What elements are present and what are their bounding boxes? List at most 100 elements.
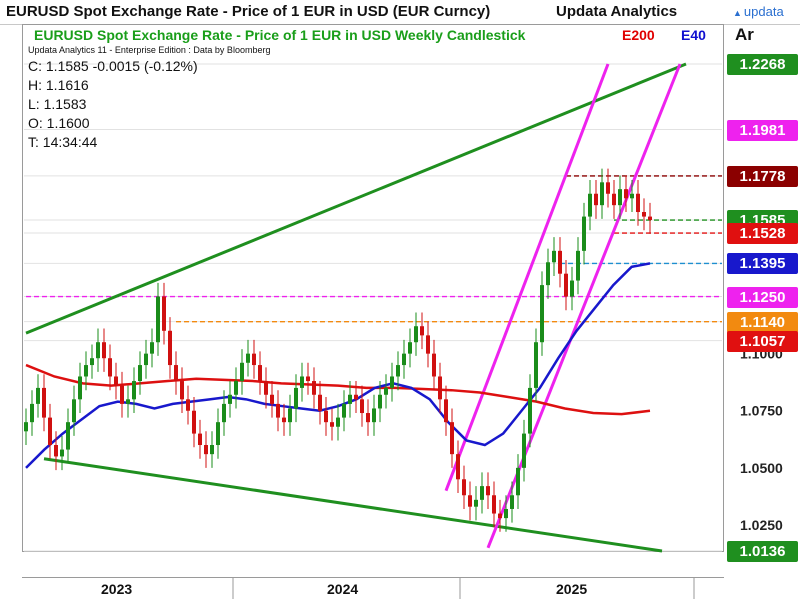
candle-body — [450, 422, 454, 455]
candle-body — [474, 499, 478, 507]
y-tick-label: 1.0250 — [740, 517, 783, 533]
candle-body — [72, 399, 76, 423]
candle-body — [516, 467, 520, 496]
ohlc-time: T: 14:34:44 — [28, 134, 98, 150]
candle-body — [414, 326, 418, 343]
candle-body — [36, 387, 40, 404]
candle-body — [408, 342, 412, 354]
candle-body — [438, 376, 442, 400]
candle-body — [90, 358, 94, 366]
arrow-up-icon: ▲ — [733, 8, 742, 18]
candle-body — [198, 433, 202, 446]
candle-body — [42, 387, 46, 418]
candle-body — [288, 408, 292, 423]
data-source-subtitle: Updata Analytics 11 - Enterprise Edition… — [28, 45, 271, 55]
candle-body — [180, 381, 184, 400]
candle-body — [258, 365, 262, 382]
legend-e200: E200 — [622, 27, 655, 43]
candle-body — [402, 353, 406, 366]
candle-body — [348, 394, 352, 404]
candle-body — [336, 417, 340, 427]
candle-body — [456, 454, 460, 480]
ohlc-open: O: 1.1600 — [28, 115, 90, 131]
candle-body — [534, 342, 538, 388]
candle-body — [246, 353, 250, 363]
candle-body — [564, 273, 568, 297]
legend-e40: E40 — [681, 27, 706, 43]
candle-body — [480, 486, 484, 500]
candle-body — [54, 445, 58, 457]
candle-body — [282, 417, 286, 423]
candle-body — [114, 376, 118, 386]
candle-body — [276, 403, 280, 418]
candle-body — [618, 189, 622, 206]
x-tick-label: 2023 — [101, 581, 133, 597]
price-tag: 1.1528 — [727, 223, 798, 245]
candle-body — [342, 403, 346, 418]
candle-body — [162, 296, 166, 331]
candle-body — [372, 408, 376, 423]
candle-body — [558, 250, 562, 274]
candle-body — [324, 410, 328, 423]
candle-body — [366, 413, 370, 423]
candle-body — [504, 508, 508, 519]
candle-body — [612, 193, 616, 206]
candle-body — [354, 394, 358, 400]
candle-body — [156, 296, 160, 343]
candle-body — [432, 353, 436, 377]
candle-body — [642, 212, 646, 217]
candle-body — [420, 326, 424, 336]
y-tick-label: 1.0750 — [740, 403, 783, 419]
candle-body — [66, 422, 70, 450]
candle-body — [594, 193, 598, 206]
candle-body — [426, 335, 430, 354]
candle-body — [264, 381, 268, 395]
candle-body — [126, 399, 130, 404]
candle-body — [600, 182, 604, 206]
candle-body — [84, 365, 88, 377]
candle-body — [168, 330, 172, 366]
candle-body — [378, 394, 382, 409]
candle-body — [120, 385, 124, 404]
candle-body — [192, 410, 196, 434]
candle-body — [606, 182, 610, 194]
candle-body — [294, 387, 298, 409]
candle-body — [78, 376, 82, 400]
ohlc-high: H: 1.1616 — [28, 77, 89, 93]
candle-body — [486, 486, 490, 496]
candle-body — [132, 381, 136, 400]
x-tick-label: 2025 — [556, 581, 588, 597]
window-title: EURUSD Spot Exchange Rate - Price of 1 E… — [6, 3, 491, 20]
candle-body — [570, 280, 574, 297]
candle-body — [552, 250, 556, 263]
candle-body — [210, 445, 214, 455]
candle-body — [528, 387, 532, 434]
candle-body — [540, 285, 544, 343]
candle-body — [24, 422, 28, 432]
candle-body — [252, 353, 256, 366]
price-tag: 1.1395 — [727, 253, 798, 275]
price-tag: 1.0136 — [727, 541, 798, 562]
candle-body — [306, 376, 310, 382]
candle-body — [330, 422, 334, 427]
candle-body — [384, 387, 388, 395]
candle-body — [48, 417, 52, 446]
logo-text: updata — [743, 4, 784, 19]
candle-body — [636, 193, 640, 213]
candle-body — [462, 479, 466, 496]
candle-body — [216, 422, 220, 446]
ohlc-close: C: 1.1585 -0.0015 (-0.12%) — [28, 58, 198, 74]
candle-body — [510, 495, 514, 509]
candle-body — [546, 262, 550, 286]
price-tag: 1.1250 — [727, 286, 798, 308]
updata-logo: ▲ updata — [733, 4, 784, 19]
candle-body — [204, 445, 208, 455]
candle-body — [360, 399, 364, 414]
candle-body — [630, 193, 634, 199]
price-tag: 1.2268 — [727, 54, 798, 75]
candle-body — [396, 365, 400, 377]
price-tag: 1.1981 — [727, 119, 798, 141]
candle-body — [150, 342, 154, 354]
